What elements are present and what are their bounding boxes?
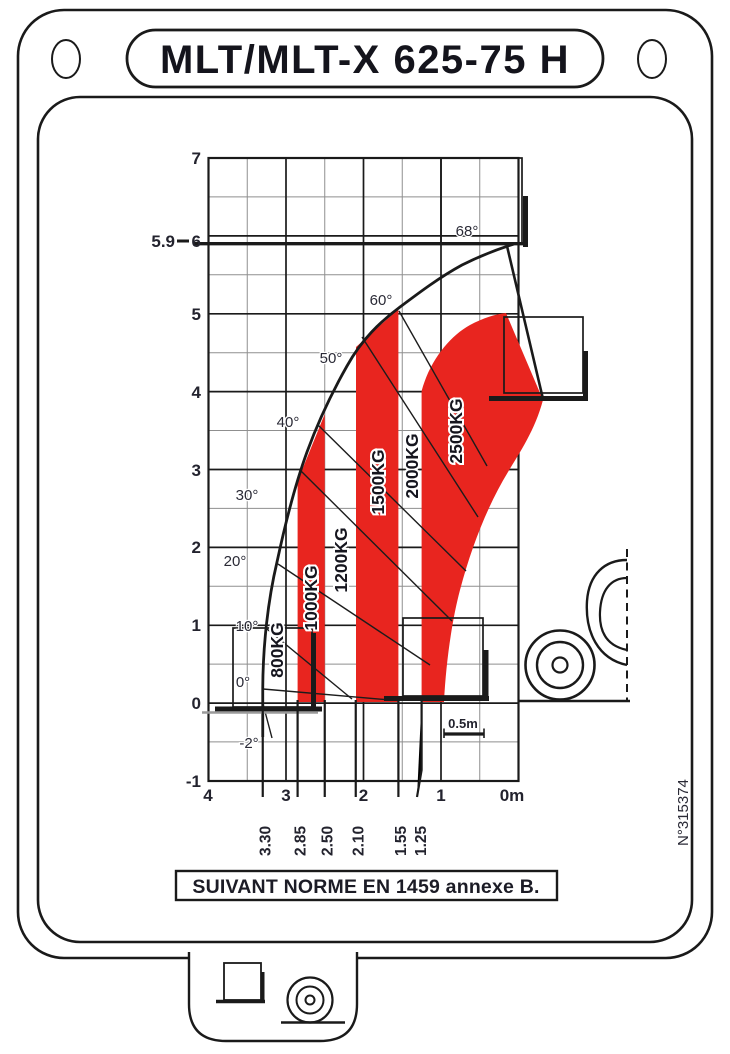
boom-68deg-line [505, 245, 545, 400]
boom-angle-line-20 [277, 563, 431, 666]
load-zone-1500kg-area [356, 309, 399, 702]
reach-leader-125 [415, 700, 423, 798]
wheel-ring [535, 640, 585, 690]
reach-leader-lines [261, 700, 423, 798]
y-tick-label: 2 [192, 538, 201, 557]
x-tick-label: 0m [500, 786, 525, 805]
load-zone-label-2000kg: 2000KG [402, 433, 422, 498]
bottom-tab [187, 952, 359, 1043]
load-zone-2500kg-area [421, 313, 543, 702]
boom-angle-label-30: 30° [236, 487, 259, 504]
boom-angle-label-50: 50° [320, 350, 343, 367]
load-zone-1000kg-area [297, 414, 325, 702]
boom-angle-line-10 [266, 628, 353, 700]
x-tick-label: 2 [359, 786, 368, 805]
y-axis-labels: 7 6 5 4 3 2 1 0 -1 5.9 [151, 149, 201, 791]
load-zone-label-2500kg: 2500KG [446, 398, 466, 463]
tab-load-icon [216, 962, 265, 1004]
x-tick-label: 3 [281, 786, 290, 805]
reach-label-250: 2.50 [320, 826, 337, 856]
load-zone-label-1500kg: 1500KG [368, 449, 388, 514]
bottom-tab-fill [189, 952, 357, 1041]
norm-box-frame [174, 869, 559, 902]
boom-angle-label-68: 68° [456, 223, 479, 240]
wheel-hub [551, 656, 569, 674]
boom-angle-label-0: 0° [236, 674, 250, 691]
load-zone-labels: 800KG 1000KG 1200KG 1500KG 2000KG 2500KG [265, 396, 468, 679]
load-zone-label-1000kg: 1000KG [301, 565, 321, 630]
reach-label-125: 1.25 [413, 825, 430, 856]
load-box-icon-mid [489, 316, 588, 401]
y-tick-label: 3 [192, 461, 201, 480]
mounting-hole-left-icon [51, 39, 81, 79]
reach-label-155: 1.55 [393, 825, 410, 856]
mounting-hole-right-icon [637, 39, 667, 79]
reach-labels: 3.30 2.85 2.50 2.10 1.55 1.25 [258, 825, 431, 856]
load-box-icon-bottom-right [384, 617, 489, 701]
boom-angle-lines [262, 310, 488, 739]
plate-title: MLT/MLT-X 625-75 H [160, 38, 570, 82]
tab-wheel-icon [281, 976, 345, 1024]
boom-angle-label-40: 40° [277, 414, 300, 431]
reach-label-285: 2.85 [293, 825, 310, 856]
boom-envelope-curve [261, 242, 515, 737]
y-tick-label: 5 [192, 305, 201, 324]
wheel-icon [524, 629, 596, 701]
boom-angle-label-10: 10° [236, 618, 259, 635]
reach-label-330: 3.30 [258, 826, 275, 856]
load-zone-label-1200kg: 1200KG [331, 527, 351, 592]
serial-number: N°315374 [675, 779, 692, 846]
x-tick-label: 4 [203, 786, 213, 805]
norm-box: SUIVANT NORME EN 1459 annexe B. [174, 869, 559, 902]
fender-inner [598, 576, 628, 652]
boom-angle-labels: -2° 0° 10° 20° 30° 40° 50° 60° 68° [222, 222, 479, 754]
scale-bar: 0.5m [443, 716, 485, 738]
boom-angle-line-40 [317, 424, 467, 572]
wheel-hub [304, 994, 316, 1006]
y-tick-label: 7 [192, 149, 201, 168]
boom-angle-line-50 [361, 336, 479, 518]
boom-angle-label-60: 60° [370, 292, 393, 309]
y-tick-label: 6 [192, 232, 201, 251]
y-tick-label: 0 [192, 694, 201, 713]
machine-silhouette [518, 549, 630, 703]
boom-angle-line-30 [298, 468, 453, 622]
norm-text: SUIVANT NORME EN 1459 annexe B. [192, 876, 539, 898]
x-tick-label: 1 [436, 786, 445, 805]
load-zone-label-800kg: 800KG [267, 622, 287, 677]
boom-angle-line-60 [398, 310, 488, 467]
chart-frame [207, 156, 520, 783]
scale-bar-label: 0.5m [448, 716, 478, 731]
reach-label-210: 2.10 [351, 826, 368, 856]
boom-angle-label-neg2: -2° [239, 735, 258, 752]
load-box-outline [440, 157, 523, 244]
scale-bar-caps [443, 728, 485, 738]
load-box-icon-top [440, 157, 528, 247]
load-zones [297, 309, 543, 702]
y-tick-label: 1 [192, 616, 201, 635]
max-height-label: 5.9 [151, 232, 175, 251]
boom-angle-line-0 [262, 688, 391, 701]
y-tick-label: 4 [192, 383, 202, 402]
x-axis-labels: 4 3 2 1 0m [203, 786, 524, 805]
wheel-ring [295, 985, 325, 1015]
title-pill [125, 28, 605, 89]
boom-angle-label-20: 20° [224, 553, 247, 570]
y-tick-label: -1 [186, 772, 201, 791]
fender-outer [585, 558, 628, 667]
